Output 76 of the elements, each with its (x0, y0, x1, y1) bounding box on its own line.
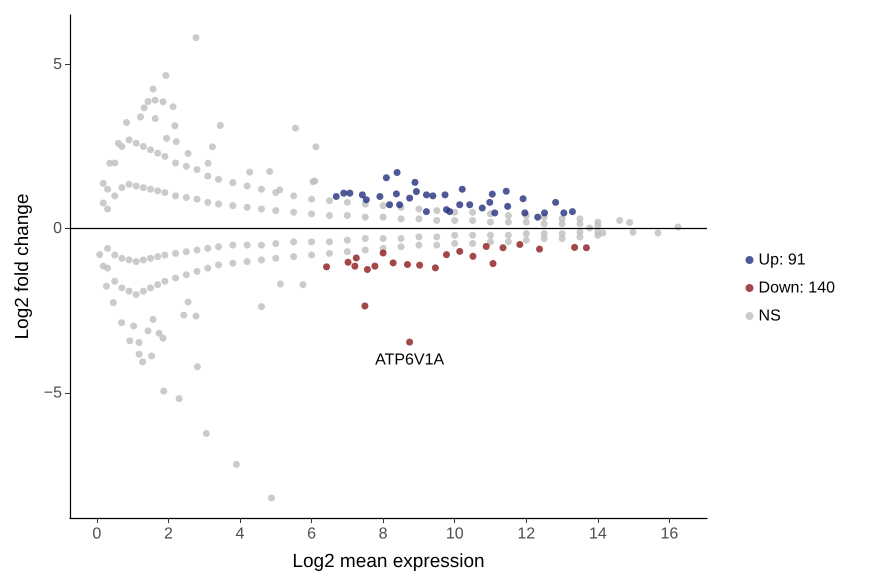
point (571, 244, 578, 251)
point (406, 194, 414, 202)
point (323, 263, 330, 270)
point (568, 208, 576, 216)
y-tick-label: 0 (53, 220, 62, 238)
point (404, 261, 411, 268)
point (406, 338, 414, 346)
x-tick-label: 8 (378, 526, 388, 542)
point (500, 244, 507, 252)
point (380, 250, 387, 257)
point (429, 192, 436, 200)
x-tick-label: 0 (92, 526, 102, 542)
legend-label: Down: 140 (758, 280, 836, 296)
point (432, 264, 439, 272)
point (358, 191, 366, 198)
x-tick-label: 2 (164, 526, 173, 542)
point (422, 208, 430, 216)
point (516, 240, 524, 248)
point (352, 254, 360, 262)
point (502, 188, 510, 195)
y-tick-label: −5 (44, 384, 62, 402)
point (534, 214, 542, 221)
point (582, 244, 590, 252)
point (386, 201, 394, 208)
point (364, 266, 371, 273)
point (376, 192, 384, 200)
point (458, 186, 466, 193)
point (560, 209, 568, 216)
point (456, 248, 464, 255)
point (390, 259, 397, 266)
point (392, 190, 400, 198)
point (416, 262, 424, 269)
point (442, 191, 449, 198)
annotation: ATP6V1A (375, 352, 444, 369)
point (442, 251, 450, 258)
point (478, 204, 486, 212)
y-tick-label: 5 (53, 56, 62, 73)
point (456, 201, 464, 208)
x-tick-label: 4 (236, 526, 245, 542)
point (446, 208, 454, 216)
point (466, 201, 474, 208)
point (521, 209, 528, 216)
point (340, 190, 348, 197)
legend-label: Up: 91 (758, 252, 806, 268)
point (382, 174, 390, 182)
x-tick-label: 12 (517, 526, 536, 542)
point (344, 258, 352, 266)
point (346, 190, 354, 197)
x-tick-label: 16 (660, 526, 678, 542)
point (394, 168, 401, 176)
point (520, 195, 527, 202)
point (552, 198, 560, 206)
y-axis-title: Log2 fold change (12, 194, 33, 340)
point (411, 178, 418, 186)
point (422, 191, 430, 198)
legend-label: NS (758, 308, 781, 324)
point (412, 188, 420, 196)
point (362, 196, 370, 204)
point (490, 260, 496, 268)
point (371, 262, 378, 270)
point (488, 190, 496, 198)
point (541, 209, 548, 216)
point (351, 262, 358, 270)
point (536, 246, 544, 253)
point (396, 201, 404, 208)
point (486, 198, 494, 206)
x-tick-label: 10 (446, 526, 464, 542)
point (504, 202, 512, 210)
x-tick-label: 6 (307, 526, 316, 542)
point (332, 192, 340, 200)
point (491, 209, 498, 216)
point (469, 252, 476, 260)
x-axis-title: Log2 mean expression (292, 551, 485, 572)
point (361, 302, 368, 310)
x-tick-label: 14 (588, 526, 607, 542)
point (482, 242, 490, 250)
